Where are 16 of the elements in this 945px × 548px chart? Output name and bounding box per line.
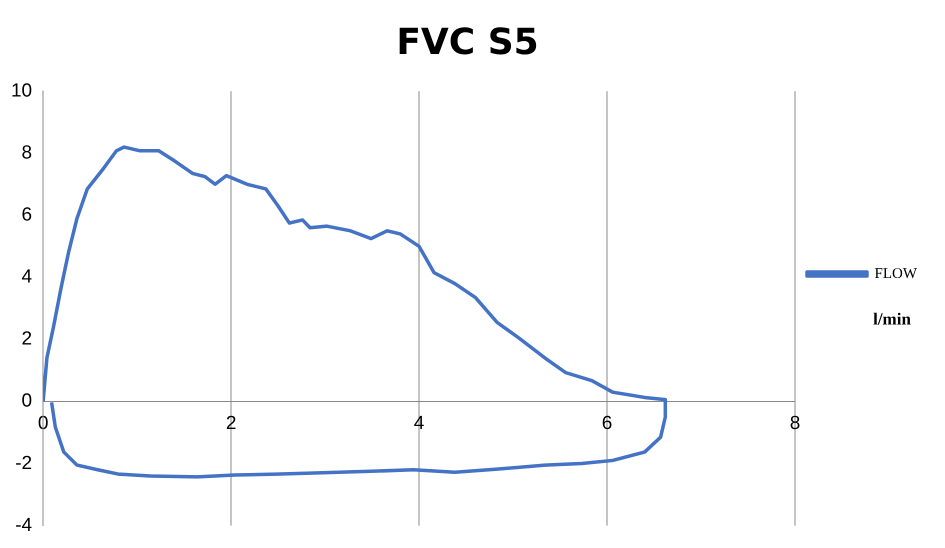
x-tick-label: 6 [602,413,612,434]
y-tick-label: 8 [22,142,32,164]
y-tick-label: -4 [15,514,33,536]
y-tick-label: -2 [15,452,32,474]
x-tick-label: 0 [38,413,48,434]
y-tick-label: 6 [22,204,32,226]
y-tick-label: 4 [22,266,33,288]
text: l/min [873,309,912,328]
y-tick-label: 10 [10,80,32,102]
chart-title: FVC S5 [396,22,539,63]
x-tick-label: 8 [790,413,800,434]
x-tick-label: 2 [226,413,236,434]
y-tick-label: 0 [22,390,32,412]
y-tick-label: 2 [22,328,32,350]
x-tick-label: 4 [414,413,425,434]
legend-label: FLOW [874,266,918,282]
